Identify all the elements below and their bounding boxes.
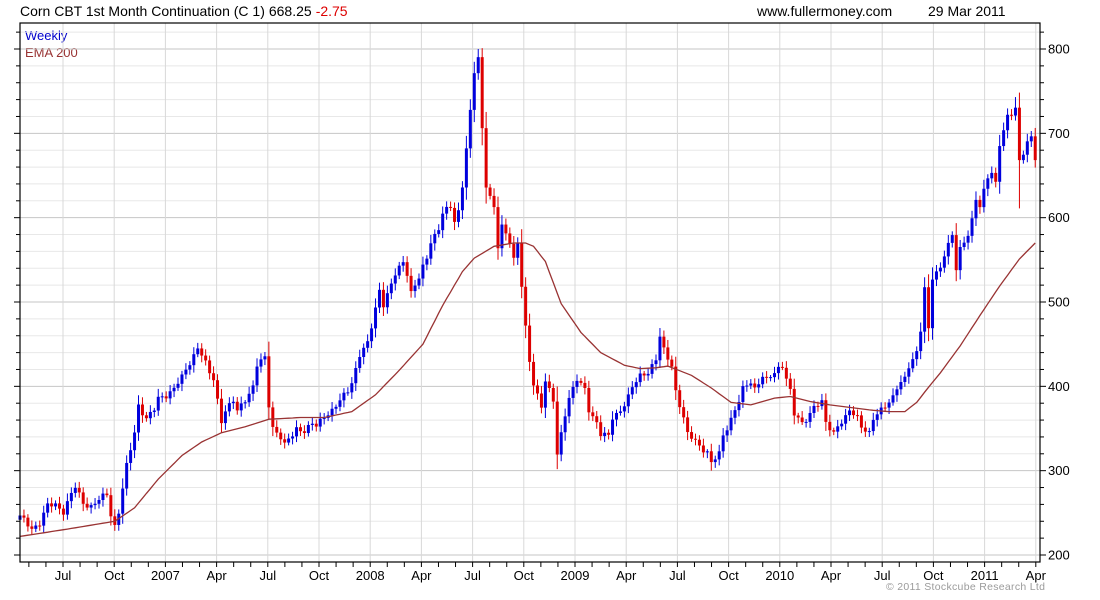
svg-text:Jul: Jul (669, 568, 686, 583)
grid-major (20, 48, 1040, 556)
svg-text:600: 600 (1048, 210, 1070, 225)
svg-text:Apr: Apr (206, 568, 227, 583)
price-change: -2.75 (315, 3, 348, 19)
svg-text:400: 400 (1048, 379, 1070, 394)
svg-text:Jul: Jul (464, 568, 481, 583)
svg-text:200: 200 (1048, 548, 1070, 563)
ema-line (19, 242, 1036, 538)
svg-text:Oct: Oct (514, 568, 535, 583)
svg-text:Jul: Jul (259, 568, 276, 583)
x-axis-labels: Jul Oct 2007 Apr Jul Oct 2008 Apr Jul Oct 2009 Apr J… (55, 568, 1047, 583)
svg-text:Oct: Oct (104, 568, 125, 583)
svg-text:Oct: Oct (923, 568, 944, 583)
chart-title: Corn CBT 1st Month Continuation (C 1) 668… (20, 3, 352, 19)
instrument-name: Corn CBT 1st Month Continuation (C 1) (20, 3, 265, 19)
grid-minor (20, 31, 1040, 539)
chart-date: 29 Mar 2011 (928, 3, 1006, 19)
svg-text:2007: 2007 (151, 568, 180, 583)
svg-text:Oct: Oct (718, 568, 739, 583)
svg-text:300: 300 (1048, 463, 1070, 478)
svg-text:2010: 2010 (765, 568, 794, 583)
svg-text:Apr: Apr (821, 568, 842, 583)
vertical-gridlines (62, 23, 1037, 562)
last-price: 668.25 (268, 3, 312, 19)
plot-border (19, 22, 1041, 563)
svg-text:Jul: Jul (55, 568, 72, 583)
x-axis-ticks (28, 562, 1037, 567)
svg-text:2011: 2011 (971, 568, 999, 583)
svg-text:Apr: Apr (1026, 568, 1047, 583)
svg-text:Apr: Apr (411, 568, 432, 583)
svg-text:800: 800 (1048, 42, 1070, 57)
svg-text:2008: 2008 (356, 568, 385, 583)
svg-text:Oct: Oct (309, 568, 330, 583)
candles (18, 48, 1037, 535)
website-label: www.fullermoney.com (757, 3, 893, 19)
svg-text:500: 500 (1048, 295, 1070, 310)
svg-text:2009: 2009 (561, 568, 590, 583)
y-axis-labels: 800 700 600 500 400 300 200 (1048, 42, 1070, 563)
copyright-notice: © 2011 Stockcube Research Ltd (886, 581, 1046, 593)
svg-text:700: 700 (1048, 126, 1070, 141)
svg-text:Apr: Apr (616, 568, 637, 583)
svg-text:Jul: Jul (874, 568, 891, 583)
y-axis-ticks (14, 31, 1046, 556)
